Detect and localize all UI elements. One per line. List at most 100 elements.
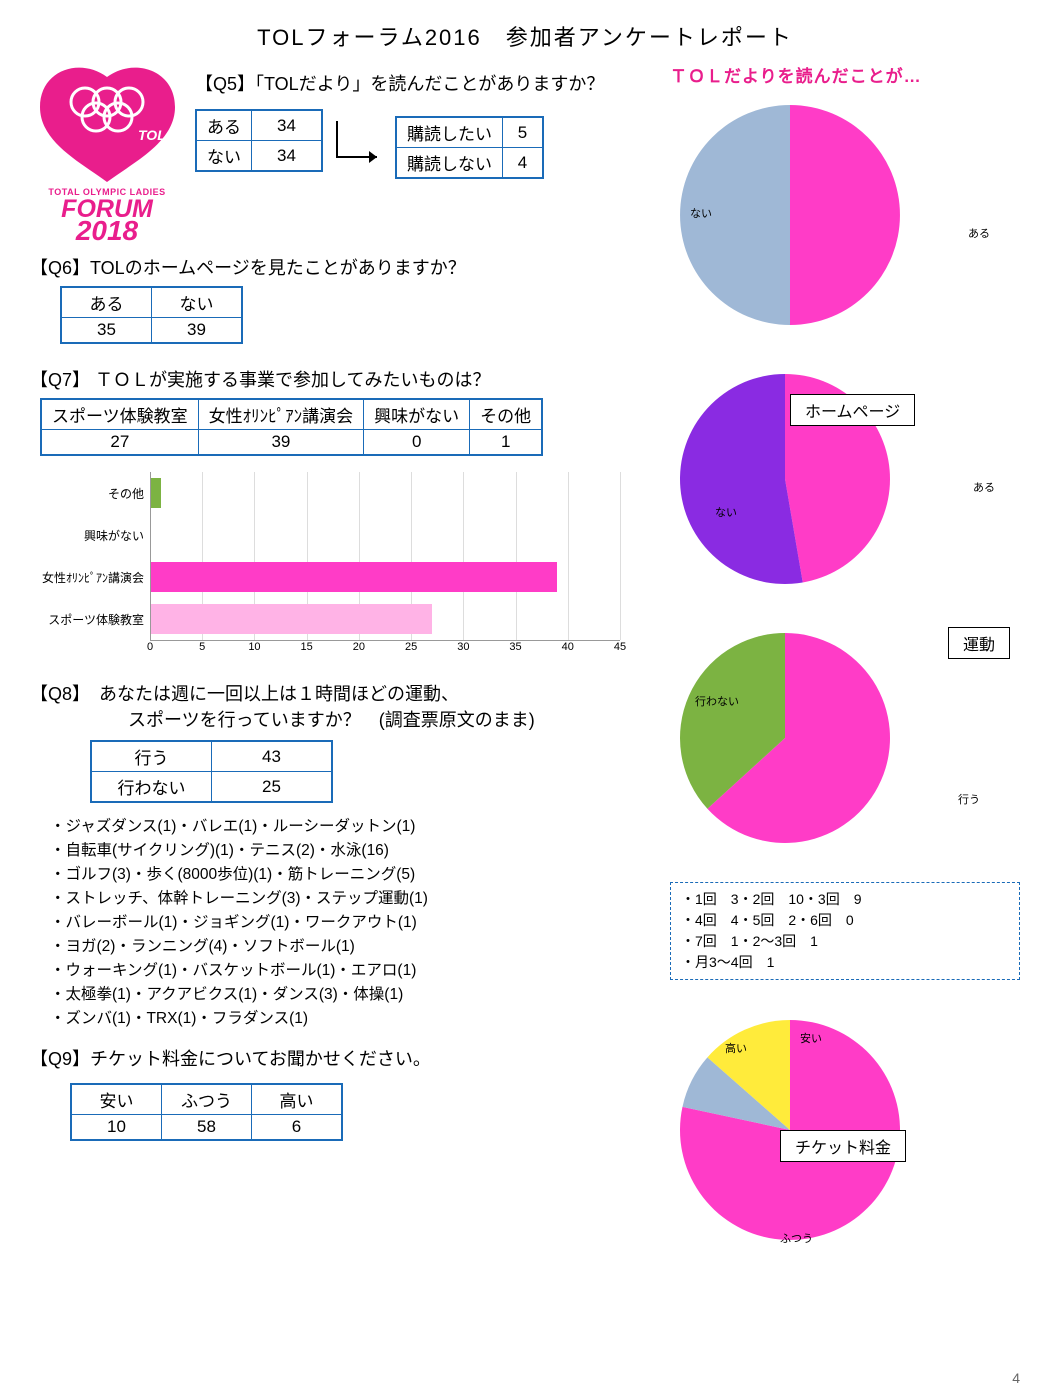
q9-v3: 6 (252, 1115, 342, 1140)
q9-h3: 高い (252, 1085, 342, 1115)
q5-sub-val-1: 5 (503, 118, 543, 148)
axis-tick: 10 (248, 641, 260, 653)
left-column: TOL TOTAL OLYMPIC LADIES FORUM 2018 【Q5】… (30, 62, 650, 1279)
q5-aru-label: ある (197, 111, 252, 141)
pie-slice-label: 行う (958, 791, 980, 807)
bar-label: 女性ｵﾘﾝﾋﾟｱﾝ講演会 (40, 569, 150, 586)
bar-label: その他 (40, 485, 150, 502)
q5-table-1: ある34 ない34 (196, 110, 322, 171)
axis-tick: 25 (405, 641, 417, 653)
axis-tick: 45 (614, 641, 626, 653)
pie4-box: チケット料金ふつう高い安い (670, 1010, 1020, 1254)
bar-row: スポーツ体験教室 (40, 598, 620, 640)
activity-line: ・ジャズダンス(1)・バレエ(1)・ルーシーダットン(1) (50, 815, 650, 839)
bar (151, 478, 161, 508)
bar-row: 女性ｵﾘﾝﾋﾟｱﾝ講演会 (40, 556, 620, 598)
bar (151, 562, 557, 592)
q8-activities: ・ジャズダンス(1)・バレエ(1)・ルーシーダットン(1)・自転車(サイクリング… (50, 815, 650, 1031)
bar-row: 興味がない (40, 514, 620, 556)
q7-h4: その他 (470, 400, 542, 430)
bar-label: 興味がない (40, 527, 150, 544)
q5-sub-label-1: 購読したい (397, 118, 503, 148)
activity-line: ・太極拳(1)・アクアビクス(1)・ダンス(3)・体操(1) (50, 983, 650, 1007)
freq-line: ・1回 3・2回 10・3回 9 (681, 889, 1009, 910)
q7-v4: 1 (470, 430, 542, 455)
q5-question: 【Q5】「TOLだより」を読んだことがありますか？ (195, 70, 650, 96)
pie-slice-label: 安い (800, 1030, 822, 1046)
arrow-icon (329, 113, 389, 169)
pie-overlay-label: チケット料金 (780, 1130, 906, 1162)
q9-h1: 安い (72, 1085, 162, 1115)
svg-text:TOL: TOL (138, 127, 166, 143)
q9-v2: 58 (162, 1115, 252, 1140)
activity-line: ・自転車(サイクリング)(1)・テニス(2)・水泳(16) (50, 839, 650, 863)
q5-nai-label: ない (197, 141, 252, 171)
q6-v1: 35 (62, 318, 152, 343)
q7-bar-chart: その他興味がない女性ｵﾘﾝﾋﾟｱﾝ講演会スポーツ体験教室 0 5 10 15 20 25 3… (40, 472, 620, 664)
axis-tick: 40 (562, 641, 574, 653)
q7-v1: 27 (42, 430, 199, 455)
page-title: TOLフォーラム2016 参加者アンケートレポート (30, 20, 1020, 52)
q7-table: スポーツ体験教室 女性ｵﾘﾝﾋﾟｱﾝ講演会 興味がない その他 27 39 0 … (41, 399, 542, 455)
freq-line: ・7回 1・2～3回 1 (681, 931, 1009, 952)
q5-sub-label-2: 購読しない (397, 148, 503, 178)
axis-tick: 5 (199, 641, 205, 653)
pie-overlay-label: 運動 (948, 627, 1010, 659)
pie-slice (790, 105, 900, 325)
pie2-box: ホームページあるない (670, 364, 1020, 598)
axis-tick: 15 (301, 641, 313, 653)
axis-tick: 35 (509, 641, 521, 653)
pie-slice-label: ない (715, 504, 737, 520)
page-number: 4 (1012, 1370, 1020, 1386)
q9-h2: ふつう (162, 1085, 252, 1115)
right-title: ＴＯＬだよりを読んだことが… (670, 62, 1020, 87)
q5-sub-val-2: 4 (503, 148, 543, 178)
freq-box: ・1回 3・2回 10・3回 9・4回 4・5回 2・6回 0・7回 1・2～3… (670, 882, 1020, 980)
activity-line: ・ヨガ(2)・ランニング(4)・ソフトボール(1) (50, 935, 650, 959)
logo-and-q5-row: TOL TOTAL OLYMPIC LADIES FORUM 2018 【Q5】… (30, 62, 650, 246)
q7-h2: 女性ｵﾘﾝﾋﾟｱﾝ講演会 (198, 400, 364, 430)
pie-chart (670, 623, 900, 853)
q8-v1: 43 (212, 742, 332, 772)
axis-tick: 20 (353, 641, 365, 653)
pie-slice-label: ある (973, 479, 995, 495)
q5-aru-val: 34 (252, 111, 322, 141)
pie3-box: 運動行う 行わない (670, 623, 1020, 857)
bar-label: スポーツ体験教室 (40, 611, 150, 628)
bar (151, 604, 432, 634)
tol-forum-logo: TOL TOTAL OLYMPIC LADIES FORUM 2018 (30, 62, 185, 246)
axis-tick: 30 (457, 641, 469, 653)
activity-line: ・ズンバ(1)・TRX(1)・フラダンス(1) (50, 1007, 650, 1031)
q9-v1: 10 (72, 1115, 162, 1140)
activity-line: ・バレーボール(1)・ジョギング(1)・ワークアウト(1) (50, 911, 650, 935)
q8-question-l1: 【Q8】 あなたは週に一回以上は１時間ほどの運動、 (30, 680, 650, 706)
q7-question: 【Q7】 ＴＯＬが実施する事業で参加してみたいものは？ (30, 366, 650, 392)
pie-slice (680, 374, 803, 584)
logo-line3: 2018 (75, 215, 139, 242)
activity-line: ・ストレッチ、体幹トレーニング(3)・ステップ運動(1) (50, 887, 650, 911)
q7-v2: 39 (198, 430, 364, 455)
pie-slice-label: 行わない (695, 693, 739, 709)
pie-slice-label: 高い (725, 1040, 747, 1056)
pie-overlay-label: ホームページ (790, 394, 915, 426)
pie-slice-label: ある (968, 225, 990, 241)
q8-question-l2: スポーツを行っていますか？ (調査票原文のまま) (128, 706, 650, 732)
q8-l2: 行わない (92, 772, 212, 802)
q6-question: 【Q6】TOLのホームページを見たことがありますか？ (30, 254, 650, 280)
activity-line: ・ゴルフ(3)・歩く(8000歩位)(1)・筋トレーニング(5) (50, 863, 650, 887)
bar-row: その他 (40, 472, 620, 514)
q8-l1: 行う (92, 742, 212, 772)
q9-table: 安い ふつう 高い 10 58 6 (71, 1084, 342, 1140)
q8-v2: 25 (212, 772, 332, 802)
q6-h1: ある (62, 288, 152, 318)
q5-nai-val: 34 (252, 141, 322, 171)
q9-question: 【Q9】チケット料金についてお聞かせください。 (30, 1045, 650, 1071)
right-column: ＴＯＬだよりを読んだことが… あるない ホームページあるない 運動行う行わない … (670, 62, 1020, 1279)
freq-line: ・月3～4回 1 (681, 952, 1009, 973)
q8-table: 行う43 行わない25 (91, 741, 332, 802)
axis-tick: 0 (147, 641, 153, 653)
freq-line: ・4回 4・5回 2・6回 0 (681, 910, 1009, 931)
q5-table-2: 購読したい5 購読しない4 (396, 117, 543, 178)
pie1-box: あるない (670, 95, 1020, 339)
q7-h1: スポーツ体験教室 (42, 400, 199, 430)
